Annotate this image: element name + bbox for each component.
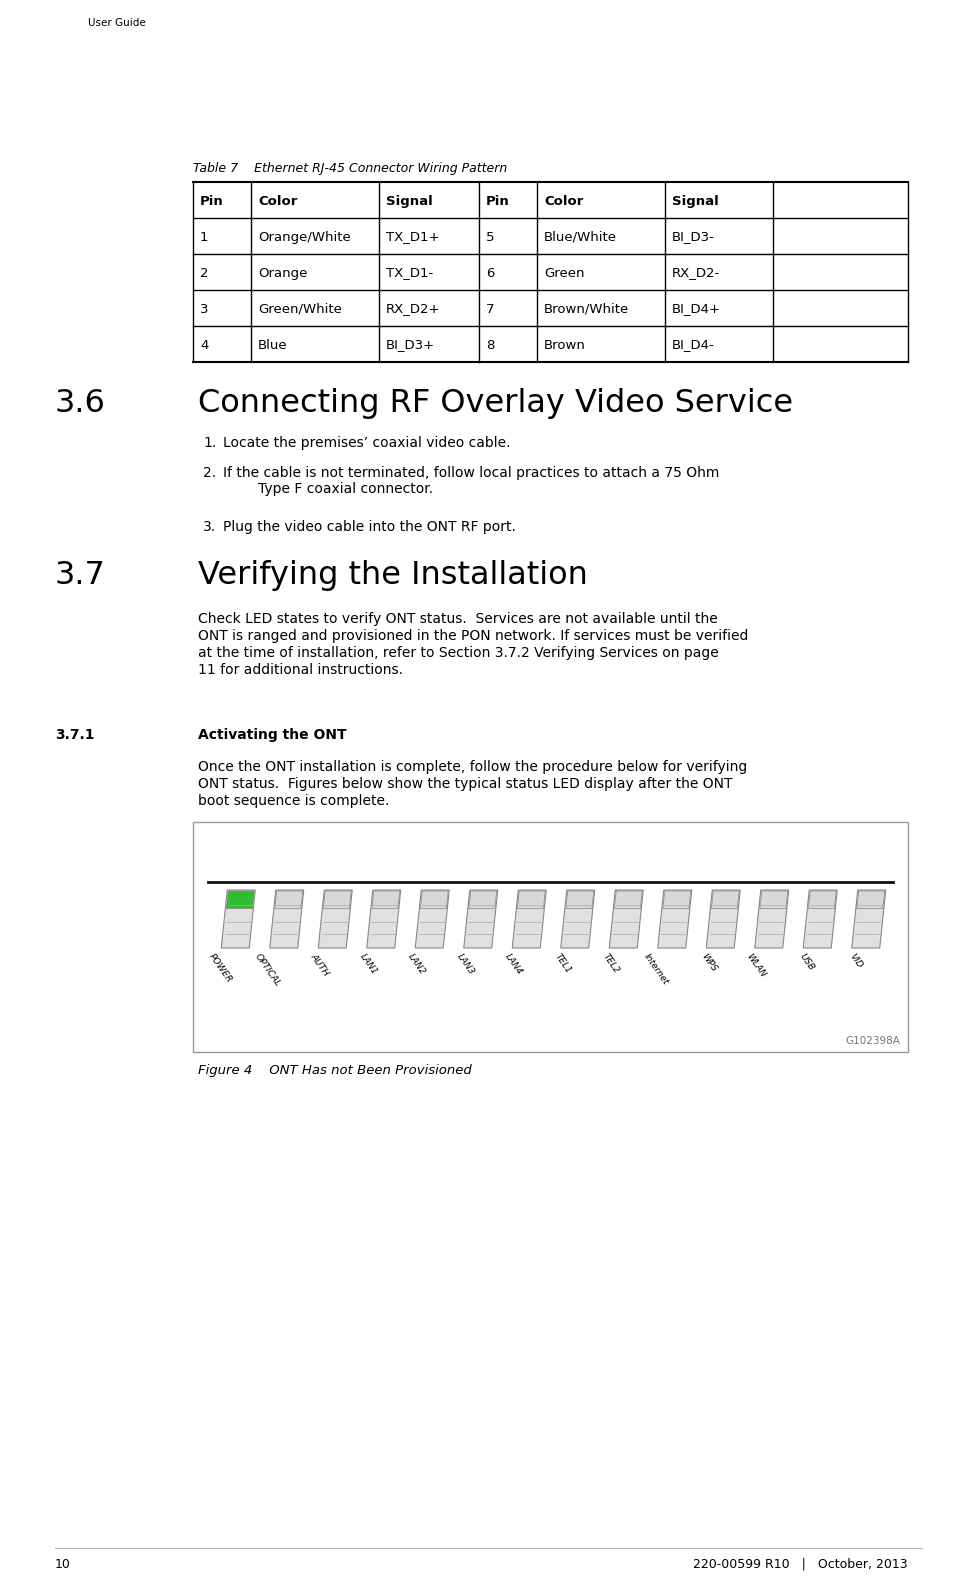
Text: OPTICAL: OPTICAL <box>253 952 282 988</box>
Text: Brown/White: Brown/White <box>544 303 629 316</box>
Text: Pin: Pin <box>200 194 224 207</box>
Polygon shape <box>323 892 352 909</box>
Polygon shape <box>420 892 448 909</box>
Text: 11 for additional instructions.: 11 for additional instructions. <box>198 663 403 677</box>
Text: Table 7    Ethernet RJ-45 Connector Wiring Pattern: Table 7 Ethernet RJ-45 Connector Wiring … <box>193 163 507 175</box>
Text: 3.6: 3.6 <box>55 388 106 420</box>
Text: Check LED states to verify ONT status.  Services are not available until the: Check LED states to verify ONT status. S… <box>198 612 718 626</box>
Text: at the time of installation, refer to Section 3.7.2 Verifying Services on page: at the time of installation, refer to Se… <box>198 645 719 660</box>
Text: TX_D1-: TX_D1- <box>386 267 433 279</box>
Text: Blue: Blue <box>258 339 287 352</box>
Text: Type F coaxial connector.: Type F coaxial connector. <box>223 481 433 495</box>
Polygon shape <box>372 892 400 909</box>
Text: 1: 1 <box>200 230 208 243</box>
Polygon shape <box>561 890 595 948</box>
Polygon shape <box>469 892 496 909</box>
Polygon shape <box>706 890 741 948</box>
Polygon shape <box>227 892 254 909</box>
Polygon shape <box>662 892 691 909</box>
Text: 5: 5 <box>486 230 494 243</box>
Text: ONT is ranged and provisioned in the PON network. If services must be verified: ONT is ranged and provisioned in the PON… <box>198 630 748 642</box>
Polygon shape <box>760 892 787 909</box>
Text: 3.: 3. <box>203 521 216 533</box>
Text: Green: Green <box>544 267 584 279</box>
Text: Signal: Signal <box>386 194 433 207</box>
Polygon shape <box>610 890 643 948</box>
Text: If the cable is not terminated, follow local practices to attach a 75 Ohm: If the cable is not terminated, follow l… <box>223 466 719 480</box>
Polygon shape <box>808 892 836 909</box>
Text: 2: 2 <box>200 267 208 279</box>
Text: RX_D2+: RX_D2+ <box>386 303 441 316</box>
Polygon shape <box>857 892 885 909</box>
Text: Plug the video cable into the ONT RF port.: Plug the video cable into the ONT RF por… <box>223 521 516 533</box>
Text: Signal: Signal <box>672 194 719 207</box>
Polygon shape <box>415 890 449 948</box>
Text: USB: USB <box>797 952 816 972</box>
Text: LAN1: LAN1 <box>358 952 379 977</box>
Text: 6: 6 <box>486 267 494 279</box>
Text: User Guide: User Guide <box>88 17 146 28</box>
Polygon shape <box>803 890 837 948</box>
Text: BI_D3-: BI_D3- <box>672 230 715 243</box>
Polygon shape <box>366 890 401 948</box>
Text: Once the ONT installation is complete, follow the procedure below for verifying: Once the ONT installation is complete, f… <box>198 761 747 773</box>
Text: 4: 4 <box>200 339 208 352</box>
Text: AUTH: AUTH <box>309 952 330 978</box>
Text: 3: 3 <box>200 303 208 316</box>
Text: Figure 4    ONT Has not Been Provisioned: Figure 4 ONT Has not Been Provisioned <box>198 1064 472 1078</box>
Text: boot sequence is complete.: boot sequence is complete. <box>198 794 390 808</box>
Text: TEL1: TEL1 <box>553 952 573 975</box>
Polygon shape <box>464 890 497 948</box>
Text: 3.7.1: 3.7.1 <box>55 727 95 742</box>
Polygon shape <box>275 892 303 909</box>
Text: Internet: Internet <box>642 952 670 986</box>
Text: BI_D4+: BI_D4+ <box>672 303 721 316</box>
Text: 10: 10 <box>55 1557 71 1572</box>
Text: BI_D4-: BI_D4- <box>672 339 715 352</box>
Text: Orange: Orange <box>258 267 308 279</box>
Text: Locate the premises’ coaxial video cable.: Locate the premises’ coaxial video cable… <box>223 436 511 450</box>
Text: TX_D1+: TX_D1+ <box>386 230 440 243</box>
Text: 8: 8 <box>486 339 494 352</box>
Polygon shape <box>221 890 255 948</box>
Text: Brown: Brown <box>544 339 586 352</box>
Text: 1.: 1. <box>203 436 216 450</box>
Polygon shape <box>512 890 546 948</box>
Polygon shape <box>270 890 304 948</box>
Text: Green/White: Green/White <box>258 303 342 316</box>
Text: TEL2: TEL2 <box>602 952 621 975</box>
Text: 2.: 2. <box>203 466 216 480</box>
Text: POWER: POWER <box>207 952 234 985</box>
Text: ONT status.  Figures below show the typical status LED display after the ONT: ONT status. Figures below show the typic… <box>198 776 733 791</box>
Text: Pin: Pin <box>486 194 510 207</box>
Text: 3.7: 3.7 <box>55 560 106 592</box>
Text: BI_D3+: BI_D3+ <box>386 339 435 352</box>
Text: VID: VID <box>848 952 864 970</box>
Polygon shape <box>658 890 692 948</box>
Polygon shape <box>319 890 353 948</box>
Polygon shape <box>615 892 642 909</box>
Text: Blue/White: Blue/White <box>544 230 617 243</box>
Polygon shape <box>852 890 886 948</box>
Bar <box>193 822 908 1053</box>
Text: G102398A: G102398A <box>845 1037 900 1046</box>
Text: Activating the ONT: Activating the ONT <box>198 727 347 742</box>
Text: Verifying the Installation: Verifying the Installation <box>198 560 588 592</box>
Polygon shape <box>711 892 740 909</box>
Text: 7: 7 <box>486 303 494 316</box>
Text: LAN2: LAN2 <box>406 952 428 977</box>
Text: LAN4: LAN4 <box>503 952 525 977</box>
Text: Orange/White: Orange/White <box>258 230 351 243</box>
Text: WPS: WPS <box>700 952 718 974</box>
Text: Color: Color <box>258 194 297 207</box>
Text: LAN3: LAN3 <box>455 952 476 977</box>
Polygon shape <box>518 892 545 909</box>
Polygon shape <box>566 892 594 909</box>
Text: RX_D2-: RX_D2- <box>672 267 720 279</box>
Text: Color: Color <box>544 194 583 207</box>
Text: WLAN: WLAN <box>744 952 767 978</box>
Text: Connecting RF Overlay Video Service: Connecting RF Overlay Video Service <box>198 388 793 420</box>
Polygon shape <box>755 890 788 948</box>
Text: 220-00599 R10   |   October, 2013: 220-00599 R10 | October, 2013 <box>694 1557 908 1572</box>
